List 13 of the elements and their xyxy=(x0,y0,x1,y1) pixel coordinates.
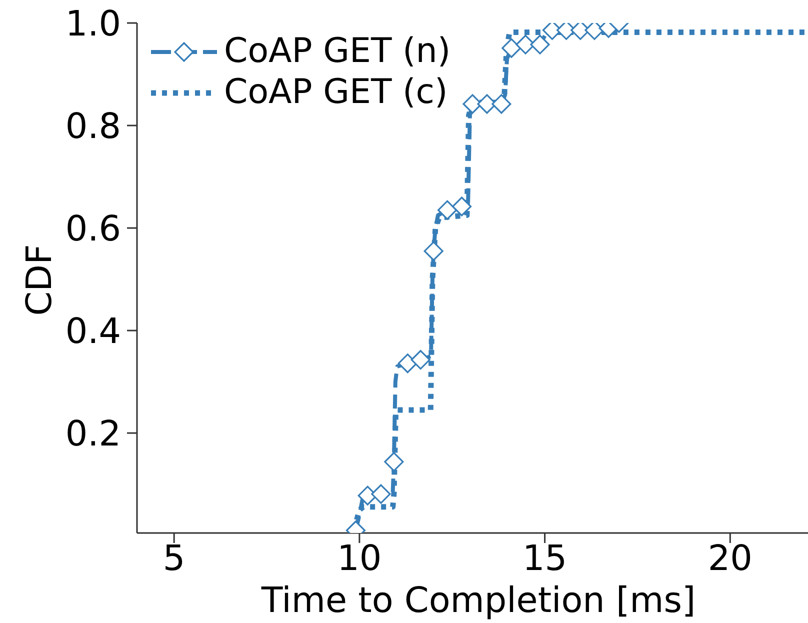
y-tick-label: 1.0 xyxy=(65,4,121,44)
y-axis-title: CDF xyxy=(20,244,60,316)
y-tick-label: 0.4 xyxy=(65,312,121,352)
legend-label: CoAP GET (n) xyxy=(224,31,451,72)
x-tick-label: 20 xyxy=(708,538,752,579)
legend-label: CoAP GET (c) xyxy=(224,72,448,113)
y-tick-label: 0.6 xyxy=(65,209,121,250)
x-tick-label: 5 xyxy=(162,538,186,579)
x-axis-title: Time to Completion [ms] xyxy=(260,581,696,621)
x-tick-label: 15 xyxy=(522,538,568,579)
x-tick-label: 10 xyxy=(337,538,382,579)
y-tick-label: 0.2 xyxy=(65,414,121,454)
y-tick-label: 0.8 xyxy=(65,106,121,147)
